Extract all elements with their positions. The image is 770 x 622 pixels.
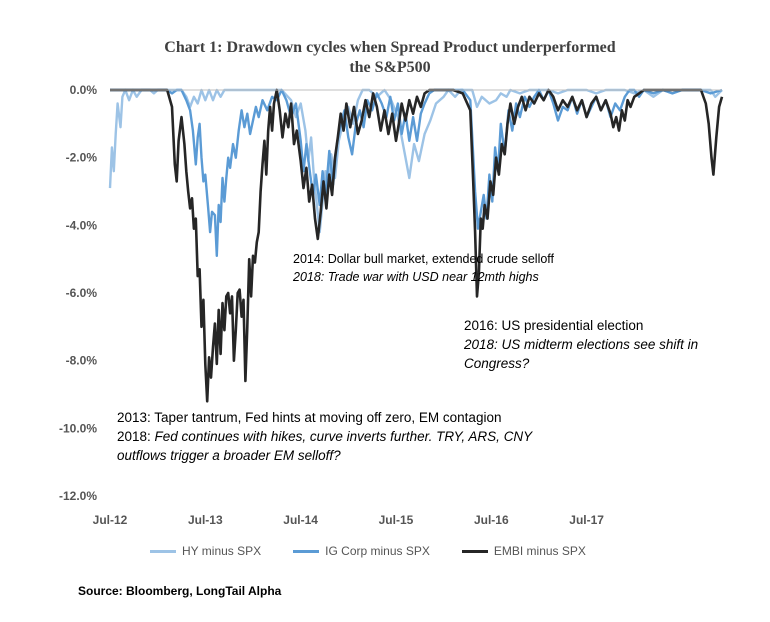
annotation-2016-line1: 2016: US presidential election: [464, 318, 644, 333]
x-tick-label: Jul-13: [188, 513, 223, 527]
y-tick-label: -6.0%: [66, 286, 98, 300]
annotation-2013-line2-italic: Fed continues with hikes, curve inverts …: [154, 429, 533, 444]
x-tick-label: Jul-12: [93, 513, 128, 527]
chart-title-line2: the S&P500: [349, 59, 431, 76]
annotation-2014-line1: 2014: Dollar bull market, extended crude…: [293, 252, 555, 266]
annotation-2014-line2: 2018: Trade war with USD near 12mth high…: [293, 270, 539, 284]
legend-swatch-hy: [150, 549, 176, 553]
chart-legend: HY minus SPX IG Corp minus SPX EMBI minu…: [150, 544, 586, 558]
annotation-2013: 2013: Taper tantrum, Fed hints at moving…: [117, 408, 532, 465]
x-tick-label: Jul-14: [283, 513, 318, 527]
y-tick-label: 0.0%: [70, 83, 98, 97]
x-tick-label: Jul-15: [379, 513, 414, 527]
y-tick-label: -12.0%: [59, 489, 97, 503]
annotation-2013-line2-prefix: 2018:: [117, 429, 155, 444]
annotation-2016-line2: 2018: US midterm elections see shift in: [464, 337, 699, 352]
legend-label-hy: HY minus SPX: [182, 544, 262, 558]
x-tick-label: Jul-17: [569, 513, 604, 527]
source-note: Source: Bloomberg, LongTail Alpha: [78, 584, 282, 598]
annotation-2013-line1: 2013: Taper tantrum, Fed hints at moving…: [117, 410, 502, 425]
legend-label-ig: IG Corp minus SPX: [325, 544, 430, 558]
y-tick-label: -8.0%: [66, 354, 98, 368]
chart-title-line1: Chart 1: Drawdown cycles when Spread Pro…: [164, 39, 616, 56]
annotation-2016: 2016: US presidential election 2018: US …: [464, 316, 698, 373]
legend-label-embi: EMBI minus SPX: [493, 544, 586, 558]
annotation-2014: 2014: Dollar bull market, extended crude…: [293, 250, 554, 286]
legend-item-ig: IG Corp minus SPX: [293, 544, 430, 558]
y-tick-label: -4.0%: [66, 218, 98, 232]
legend-item-hy: HY minus SPX: [150, 544, 261, 558]
y-tick-label: -10.0%: [59, 421, 97, 435]
chart-title: Chart 1: Drawdown cycles when Spread Pro…: [90, 38, 690, 78]
annotation-2016-line3: Congress?: [464, 356, 530, 371]
series-line-ig: [110, 88, 723, 258]
y-tick-label: -2.0%: [66, 151, 98, 165]
legend-swatch-ig: [293, 549, 320, 553]
legend-item-embi: EMBI minus SPX: [461, 544, 586, 558]
annotation-2013-line2: 2018: Fed continues with hikes, curve in…: [117, 427, 532, 446]
annotation-2013-line3: outflows trigger a broader EM selloff?: [117, 448, 341, 463]
x-tick-label: Jul-16: [474, 513, 509, 527]
legend-swatch-embi: [461, 549, 488, 553]
series-line-embi: [110, 88, 724, 403]
axis-layer: 0.0% -2.0% -4.0% -6.0% -8.0% -10.0% -12.0% Jul-…: [59, 83, 722, 527]
